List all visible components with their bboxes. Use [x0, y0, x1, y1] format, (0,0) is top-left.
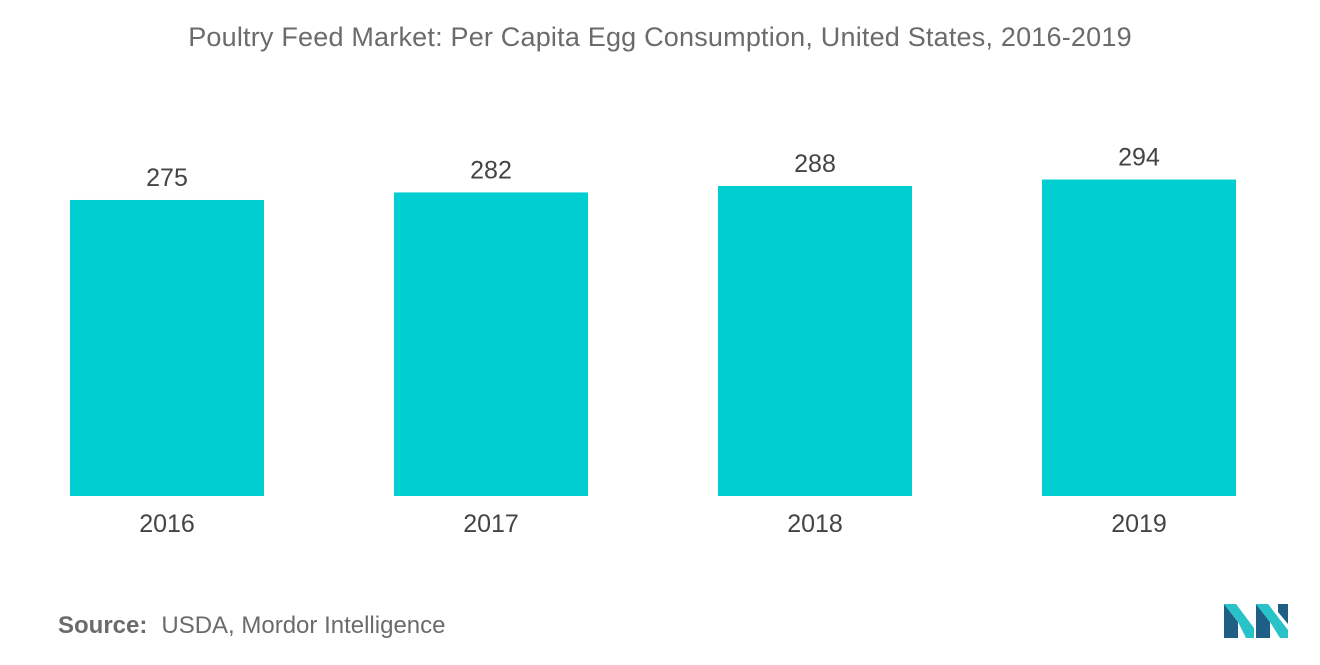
source-note: Source: USDA, Mordor Intelligence [58, 612, 445, 640]
bar-2019 [1042, 179, 1236, 497]
bar-2017 [394, 192, 588, 496]
value-label-2017: 282 [470, 156, 512, 184]
logo-right-stroke [1256, 604, 1288, 638]
value-label-2016: 275 [146, 164, 188, 192]
logo-left-stroke [1224, 604, 1238, 638]
source-key: Source: [58, 612, 148, 639]
value-label-2018: 288 [794, 150, 836, 178]
value-labels-group: 275 282 288 294 [146, 144, 1160, 192]
category-label-2019: 2019 [1111, 510, 1167, 538]
source-value: USDA, Mordor Intelligence [161, 612, 446, 639]
bars-group [70, 179, 1236, 497]
logo-middle-stroke [1224, 604, 1254, 638]
category-label-2018: 2018 [787, 510, 843, 538]
category-label-2017: 2017 [463, 510, 519, 538]
bar-chart: 275 282 288 294 2016 2017 2018 2019 [70, 144, 1236, 538]
bar-2018 [718, 185, 912, 496]
category-label-2016: 2016 [139, 510, 195, 538]
chart-title: Poultry Feed Market: Per Capita Egg Cons… [188, 22, 1132, 52]
logo-center-stroke [1256, 604, 1270, 638]
logo-right-bar [1278, 604, 1288, 624]
mordor-intelligence-logo-icon [1224, 604, 1288, 638]
category-labels-group: 2016 2017 2018 2019 [139, 510, 1167, 538]
value-label-2019: 294 [1118, 144, 1160, 172]
bar-2016 [70, 199, 264, 496]
